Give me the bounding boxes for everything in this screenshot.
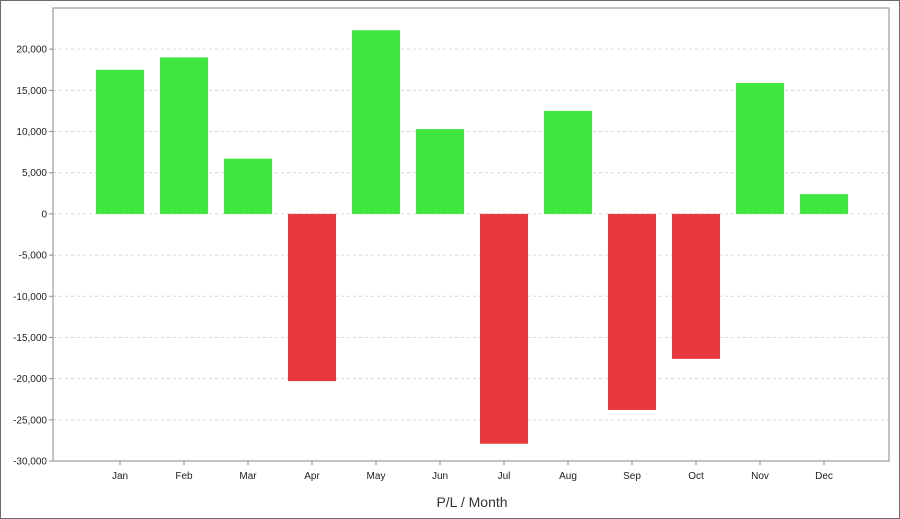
y-tick-label: 15,000 bbox=[16, 86, 47, 97]
y-tick-label: 20,000 bbox=[16, 45, 47, 56]
y-tick-label: -5,000 bbox=[19, 251, 48, 262]
y-tick-label: 10,000 bbox=[16, 127, 47, 138]
x-tick-label: Feb bbox=[175, 471, 193, 482]
bar-may bbox=[352, 30, 400, 214]
x-tick-label: Oct bbox=[688, 471, 704, 482]
x-tick-label: Jul bbox=[498, 471, 511, 482]
bars bbox=[96, 30, 848, 444]
x-tick-label: Aug bbox=[559, 471, 577, 482]
x-axis-label: P/L / Month bbox=[436, 494, 507, 510]
x-tick-label: May bbox=[367, 471, 386, 482]
y-tick-label: -20,000 bbox=[13, 374, 47, 385]
x-tick-label: Mar bbox=[239, 471, 257, 482]
bar-jun bbox=[416, 129, 464, 214]
bar-feb bbox=[160, 57, 208, 214]
bar-mar bbox=[224, 158, 272, 214]
bar-apr bbox=[288, 213, 336, 382]
y-tick-label: 0 bbox=[41, 209, 47, 220]
x-tick-label: Jun bbox=[432, 471, 448, 482]
x-tick-label: Jan bbox=[112, 471, 128, 482]
y-tick-label: 5,000 bbox=[22, 168, 47, 179]
bar-jul bbox=[480, 213, 528, 444]
bar-nov bbox=[736, 82, 784, 214]
axes bbox=[49, 7, 890, 465]
x-tick-label: Apr bbox=[304, 471, 320, 482]
y-tick-label: -15,000 bbox=[13, 333, 47, 344]
y-tick-label: -30,000 bbox=[13, 457, 47, 468]
x-tick-label: Nov bbox=[751, 471, 769, 482]
bar-dec bbox=[800, 194, 848, 214]
bar-jan bbox=[96, 69, 144, 214]
bar-sep bbox=[608, 213, 656, 410]
y-tick-labels: -30,000 -25,000 -20,000 -15,000 -10,000 -5,00… bbox=[13, 45, 47, 468]
y-tick-label: -10,000 bbox=[13, 292, 47, 303]
bar-oct bbox=[672, 213, 720, 359]
x-tick-label: Dec bbox=[815, 471, 833, 482]
y-tick-label: -25,000 bbox=[13, 415, 47, 426]
x-tick-labels: Jan Feb Mar Apr May Jun Jul Aug Sep Oct Nov Dec bbox=[112, 471, 833, 482]
x-tick-label: Sep bbox=[623, 471, 641, 482]
bar-aug bbox=[544, 110, 592, 214]
plot-area-border bbox=[52, 7, 890, 462]
